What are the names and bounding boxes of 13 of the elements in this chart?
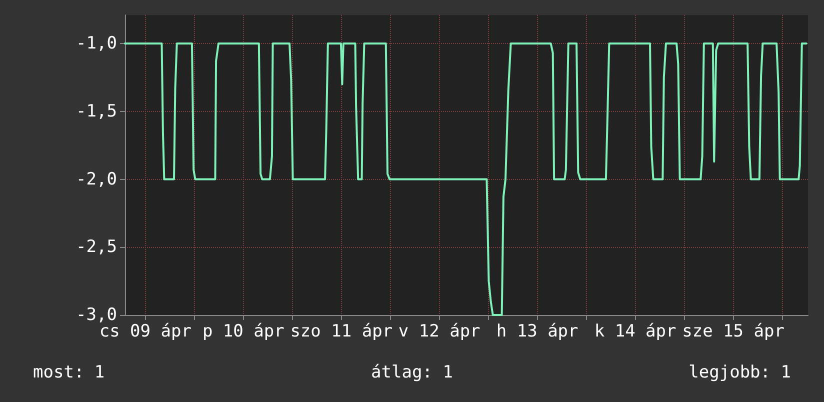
y-tick-label: -1,5 [76, 101, 117, 122]
text: most: 1 [33, 362, 105, 382]
text: átlag: 1 [371, 362, 453, 382]
x-tick-label: k 14 ápr [594, 322, 676, 342]
x-tick-label: sze 15 ápr [682, 322, 784, 342]
y-tick-label: -2,0 [76, 169, 117, 190]
x-tick-label: p 10 ápr [202, 322, 284, 342]
y-tick-label: -2,5 [76, 237, 117, 258]
text: legjobb: 1 [688, 362, 792, 382]
x-tick-label: szo 11 ápr [290, 322, 393, 342]
y-tick-label: -1,0 [76, 34, 117, 54]
x-tick-label: v 12 ápr [398, 322, 480, 342]
x-tick-label: h 13 ápr [496, 322, 578, 342]
